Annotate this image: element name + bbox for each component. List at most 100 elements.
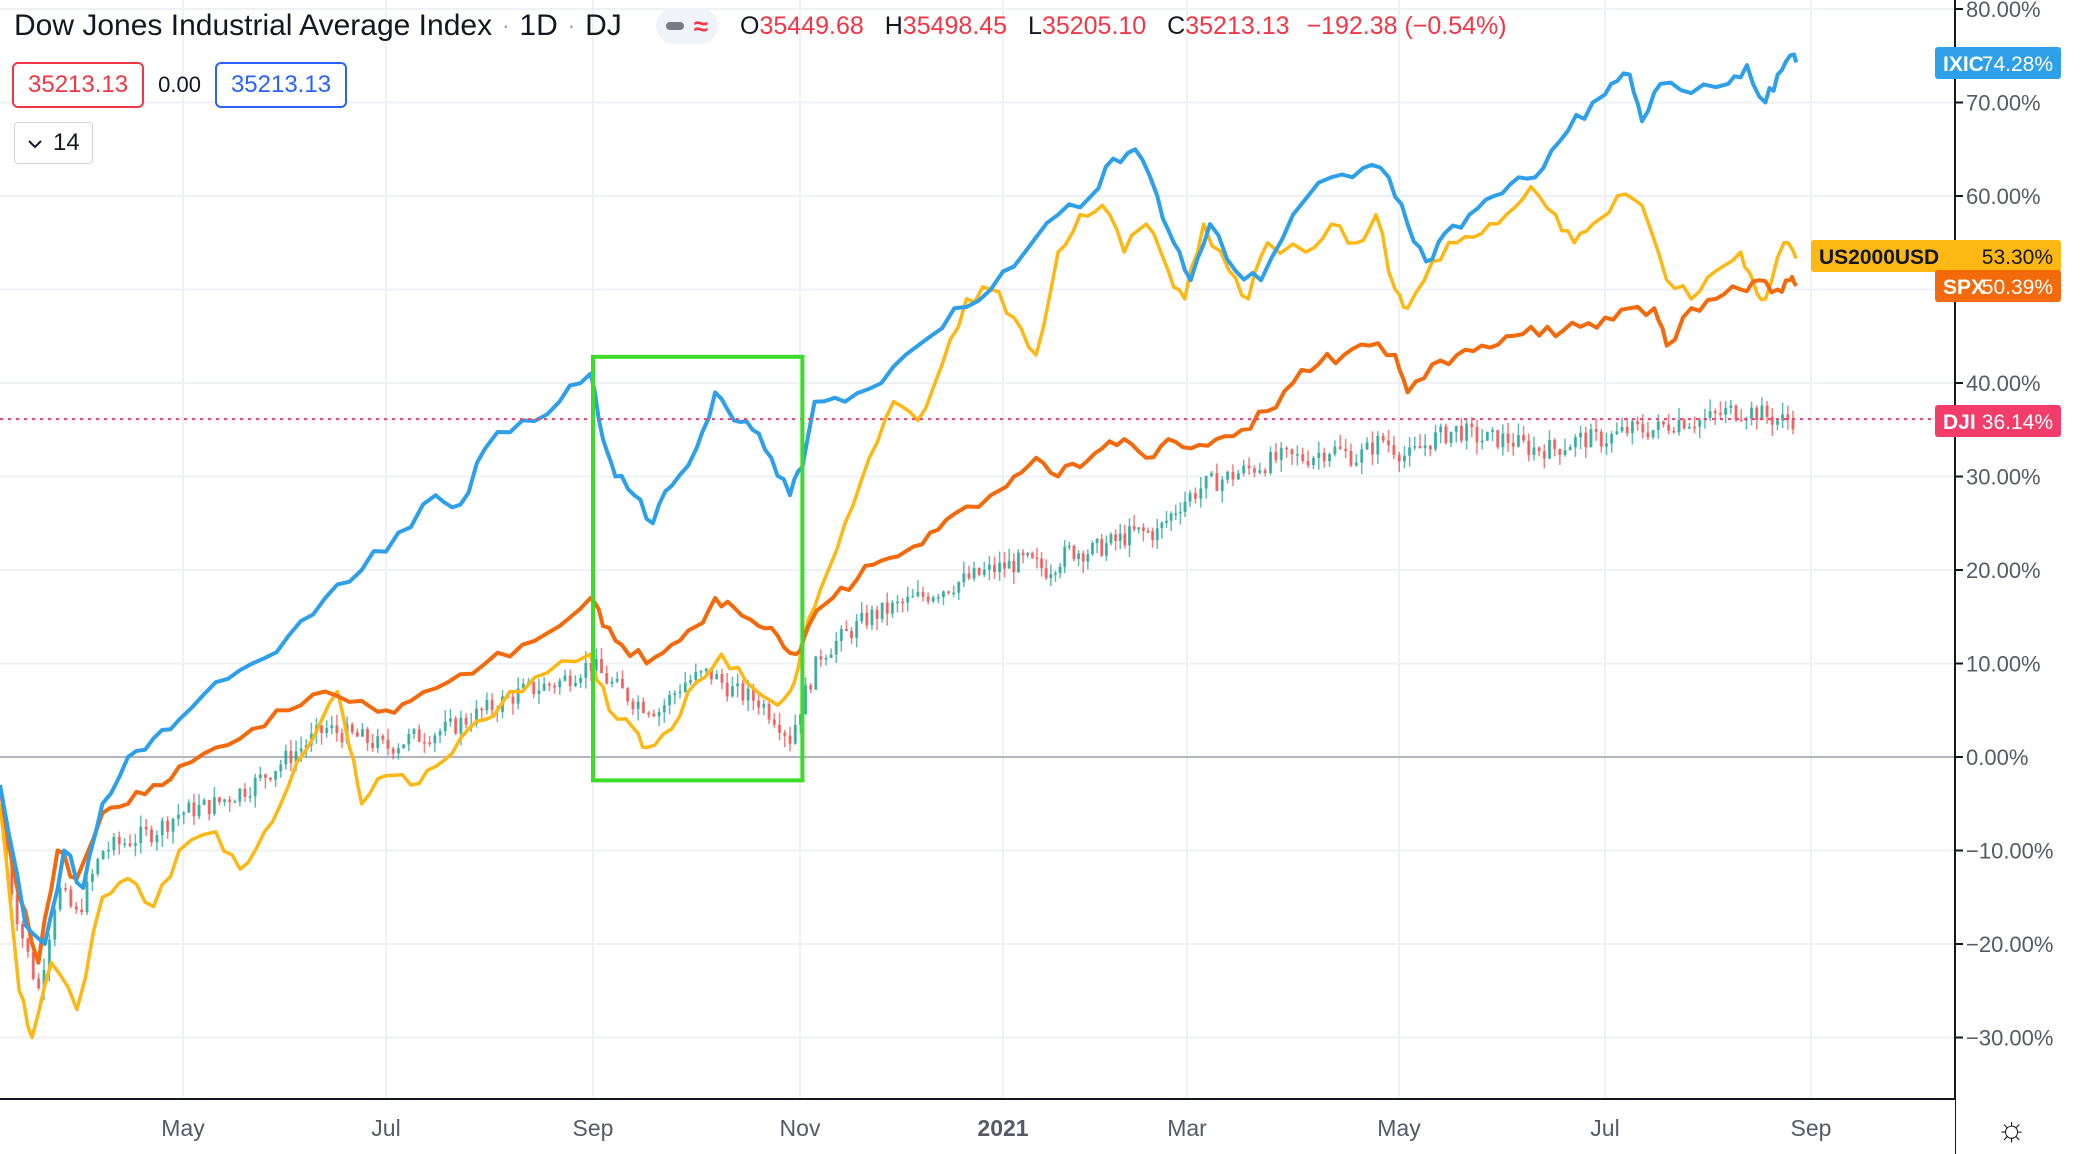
candle-body	[1465, 423, 1469, 441]
candle-body	[1081, 553, 1085, 562]
candle-body	[1636, 421, 1640, 425]
spread-value: 0.00	[158, 72, 201, 97]
candle-body	[1141, 527, 1145, 531]
candle-body	[767, 704, 771, 720]
candle-body	[1215, 473, 1219, 491]
candle-body	[1625, 427, 1629, 434]
candle-body	[202, 799, 206, 805]
settings-sun-icon[interactable]: ☼	[1996, 1110, 2028, 1148]
candle-body	[1781, 414, 1785, 421]
candle-body	[207, 799, 211, 815]
candle-body	[1760, 405, 1764, 421]
candle-body	[21, 923, 25, 939]
candle-body	[1349, 451, 1353, 466]
approx-icon[interactable]: ≈	[693, 10, 709, 41]
candle-body	[112, 836, 116, 851]
candle-body	[558, 680, 562, 688]
candle-body	[150, 829, 154, 843]
y-tick-label: −20.00%	[1966, 932, 2053, 957]
interval-label[interactable]: 1D	[519, 9, 558, 42]
candle-body	[1338, 446, 1342, 449]
minus-icon[interactable]	[665, 22, 684, 30]
candle-body	[243, 788, 247, 797]
candle-body	[443, 721, 447, 732]
exchange-label: DJ	[585, 9, 622, 42]
candle-body	[1641, 424, 1645, 433]
candle-body	[895, 601, 899, 604]
candle-body	[155, 835, 159, 843]
candle-body	[1491, 430, 1495, 432]
buy-button[interactable]: 35213.13	[214, 62, 348, 108]
candle-body	[916, 592, 920, 597]
candle-body	[1698, 420, 1702, 427]
series-label-bg-ixic	[1935, 47, 2061, 79]
candle-body	[1651, 430, 1655, 438]
time-scale	[0, 1100, 1955, 1154]
candle-body	[641, 701, 645, 713]
candle-body	[875, 609, 879, 619]
candle-body	[751, 688, 755, 701]
candle-body	[947, 591, 951, 594]
y-tick-label: 20.00%	[1966, 558, 2041, 583]
candle-body	[459, 717, 463, 734]
candle-body	[454, 718, 458, 734]
candle-body	[350, 724, 354, 733]
candle-body	[1423, 445, 1427, 449]
candle-body	[64, 888, 68, 890]
sell-button[interactable]: 35213.13	[12, 62, 145, 108]
candle-body	[699, 671, 703, 673]
symbol-title[interactable]: Dow Jones Industrial Average Index	[14, 9, 493, 42]
candle-body	[1584, 432, 1588, 448]
low-label: L	[1028, 11, 1042, 40]
candle-body	[746, 688, 750, 701]
indicator-visibility-toggle[interactable]: ≈	[655, 8, 719, 44]
candle-body	[1387, 440, 1391, 446]
candle-body	[1012, 560, 1016, 573]
candle-body	[238, 788, 242, 802]
candle-body	[689, 679, 693, 683]
candle-body	[490, 699, 494, 711]
candle-body	[464, 717, 468, 725]
candle-body	[1413, 446, 1417, 448]
close-label: C	[1167, 11, 1186, 40]
candle-body	[1021, 552, 1025, 556]
candle-body	[860, 612, 864, 622]
candle-body	[1053, 573, 1057, 575]
candle-body	[402, 744, 406, 749]
candle-body	[176, 814, 180, 819]
candle-body	[1376, 435, 1380, 455]
candle-body	[1677, 419, 1681, 433]
candle-body	[26, 938, 30, 952]
candle-body	[936, 597, 940, 599]
candle-body	[1109, 534, 1113, 544]
candle-body	[636, 701, 640, 710]
candle-body	[626, 688, 630, 702]
series-label-value-us2000usd: 53.30%	[1982, 246, 2053, 269]
candle-body	[386, 739, 390, 749]
candle-body	[829, 654, 833, 658]
x-tick-label: Jul	[1590, 1115, 1619, 1141]
candle-body	[521, 683, 525, 689]
candle-body	[428, 742, 432, 745]
series-label-value-ixic: 74.28%	[1982, 53, 2053, 76]
candle-body	[1165, 520, 1169, 523]
indicators-collapse-button[interactable]: 14	[14, 122, 93, 164]
candle-body	[1470, 423, 1474, 427]
candle-body	[926, 596, 930, 602]
candle-body	[480, 708, 484, 711]
candle-body	[741, 683, 745, 701]
candle-body	[793, 724, 797, 744]
candle-body	[662, 705, 666, 713]
candle-body	[809, 685, 813, 690]
y-tick-label: 70.00%	[1966, 91, 2041, 116]
candle-body	[197, 804, 201, 817]
candle-body	[657, 712, 661, 717]
candle-body	[1532, 447, 1536, 455]
candle-body	[615, 678, 619, 682]
high-label: H	[884, 11, 903, 40]
candle-body	[772, 719, 776, 725]
candle-body	[1035, 557, 1039, 560]
chevron-down-icon[interactable]	[27, 129, 43, 157]
